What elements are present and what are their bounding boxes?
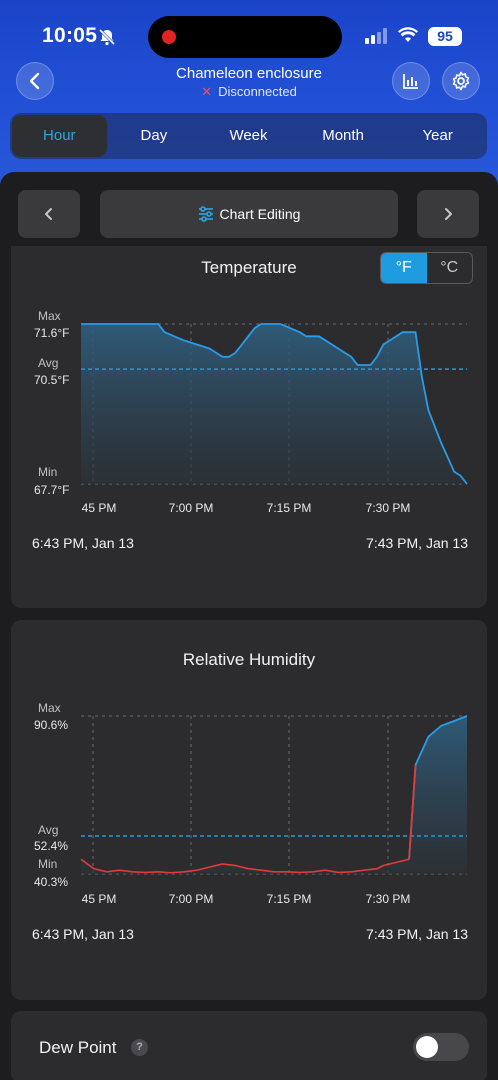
hum-x-tick: 7:00 PM bbox=[169, 892, 214, 906]
hum-min-value: 40.3% bbox=[34, 875, 68, 889]
connection-status-text: Disconnected bbox=[218, 84, 297, 99]
status-bar: 10:05 95 bbox=[0, 0, 498, 60]
temp-x-tick: 7:00 PM bbox=[169, 501, 214, 515]
recording-dot-icon bbox=[162, 30, 176, 44]
hum-range-start: 6:43 PM, Jan 13 bbox=[32, 926, 134, 942]
next-period-button[interactable] bbox=[417, 190, 479, 238]
period-tabs: Hour Day Week Month Year bbox=[10, 113, 487, 159]
tab-month[interactable]: Month bbox=[322, 127, 364, 144]
series-area bbox=[81, 716, 467, 874]
temp-max-label: Max bbox=[38, 309, 61, 323]
temperature-chart: Max 71.6°F Avg 70.5°F Min 67.7°F 45 PM 7… bbox=[34, 309, 468, 515]
bar-chart-icon bbox=[403, 74, 418, 89]
temperature-title: Temperature bbox=[201, 258, 297, 277]
chart-editing-label: Chart Editing bbox=[219, 206, 301, 222]
temp-x-tick: 45 PM bbox=[82, 501, 117, 515]
series-line bbox=[81, 323, 468, 485]
hum-x-tick: 45 PM bbox=[82, 892, 117, 906]
chart-button[interactable] bbox=[392, 62, 430, 100]
temp-min-label: Min bbox=[38, 465, 57, 479]
sliders-icon bbox=[198, 206, 213, 222]
humidity-card: Relative Humidity Max 90.6% Avg 52.4% Mi… bbox=[11, 620, 487, 1000]
tab-day[interactable]: Day bbox=[140, 127, 168, 144]
bell-muted-icon bbox=[98, 28, 116, 51]
unit-toggle: °F °C bbox=[380, 252, 473, 284]
dew-point-label: Dew Point bbox=[39, 1038, 117, 1057]
tab-year[interactable]: Year bbox=[422, 127, 453, 144]
temp-range-end: 7:43 PM, Jan 13 bbox=[366, 535, 468, 551]
wifi-icon bbox=[398, 27, 418, 48]
chart-editing-button[interactable]: Chart Editing bbox=[100, 190, 398, 238]
help-icon[interactable]: ? bbox=[131, 1039, 148, 1056]
temp-avg-value: 70.5°F bbox=[34, 373, 69, 387]
hum-x-tick: 7:30 PM bbox=[366, 892, 411, 906]
settings-button[interactable] bbox=[442, 62, 480, 100]
temp-max-value: 71.6°F bbox=[34, 326, 69, 340]
app-header: Chameleon enclosure ✕ Disconnected bbox=[0, 60, 498, 110]
temp-x-tick: 7:15 PM bbox=[267, 501, 312, 515]
dynamic-island bbox=[148, 16, 342, 58]
temperature-card: Temperature °F °C Max 71.6°F Avg 70.5°F … bbox=[11, 246, 487, 608]
humidity-title: Relative Humidity bbox=[182, 650, 316, 669]
hum-range-end: 7:43 PM, Jan 13 bbox=[366, 926, 468, 942]
temp-avg-label: Avg bbox=[38, 356, 58, 370]
previous-period-button[interactable] bbox=[18, 190, 80, 238]
hum-max-label: Max bbox=[38, 701, 61, 715]
hum-min-label: Min bbox=[38, 857, 57, 871]
temp-range-start: 6:43 PM, Jan 13 bbox=[32, 535, 134, 551]
chevron-right-icon bbox=[445, 208, 452, 220]
battery-indicator: 95 bbox=[428, 27, 462, 46]
series-jump bbox=[408, 764, 417, 860]
cellular-signal-icon bbox=[365, 28, 389, 49]
hum-avg-label: Avg bbox=[38, 823, 58, 837]
tab-week[interactable]: Week bbox=[229, 127, 268, 144]
dew-point-card: Dew Point ? bbox=[11, 1011, 487, 1080]
connection-status: ✕ Disconnected bbox=[0, 84, 498, 100]
clock: 10:05 bbox=[42, 24, 98, 47]
fahrenheit-option[interactable]: °F bbox=[381, 253, 427, 283]
toggle-knob bbox=[416, 1036, 438, 1058]
temp-min-value: 67.7°F bbox=[34, 483, 69, 497]
hum-max-value: 90.6% bbox=[34, 718, 68, 732]
series-area bbox=[81, 324, 467, 484]
series-line-low bbox=[80, 858, 410, 874]
hum-x-tick: 7:15 PM bbox=[267, 892, 312, 906]
humidity-chart: Max 90.6% Avg 52.4% Min 40.3% 45 PM 7:00… bbox=[34, 701, 468, 906]
back-button[interactable] bbox=[16, 62, 54, 100]
hum-avg-value: 52.4% bbox=[34, 839, 68, 853]
temp-x-tick: 7:30 PM bbox=[366, 501, 411, 515]
chevron-left-icon bbox=[45, 208, 52, 220]
celsius-option[interactable]: °C bbox=[440, 259, 459, 276]
device-title: Chameleon enclosure bbox=[176, 65, 322, 82]
dew-point-toggle[interactable] bbox=[413, 1033, 469, 1061]
chevron-left-icon bbox=[29, 72, 40, 90]
tab-hour[interactable]: Hour bbox=[12, 115, 107, 157]
gear-icon bbox=[452, 71, 470, 91]
disconnected-icon: ✕ bbox=[201, 84, 213, 99]
